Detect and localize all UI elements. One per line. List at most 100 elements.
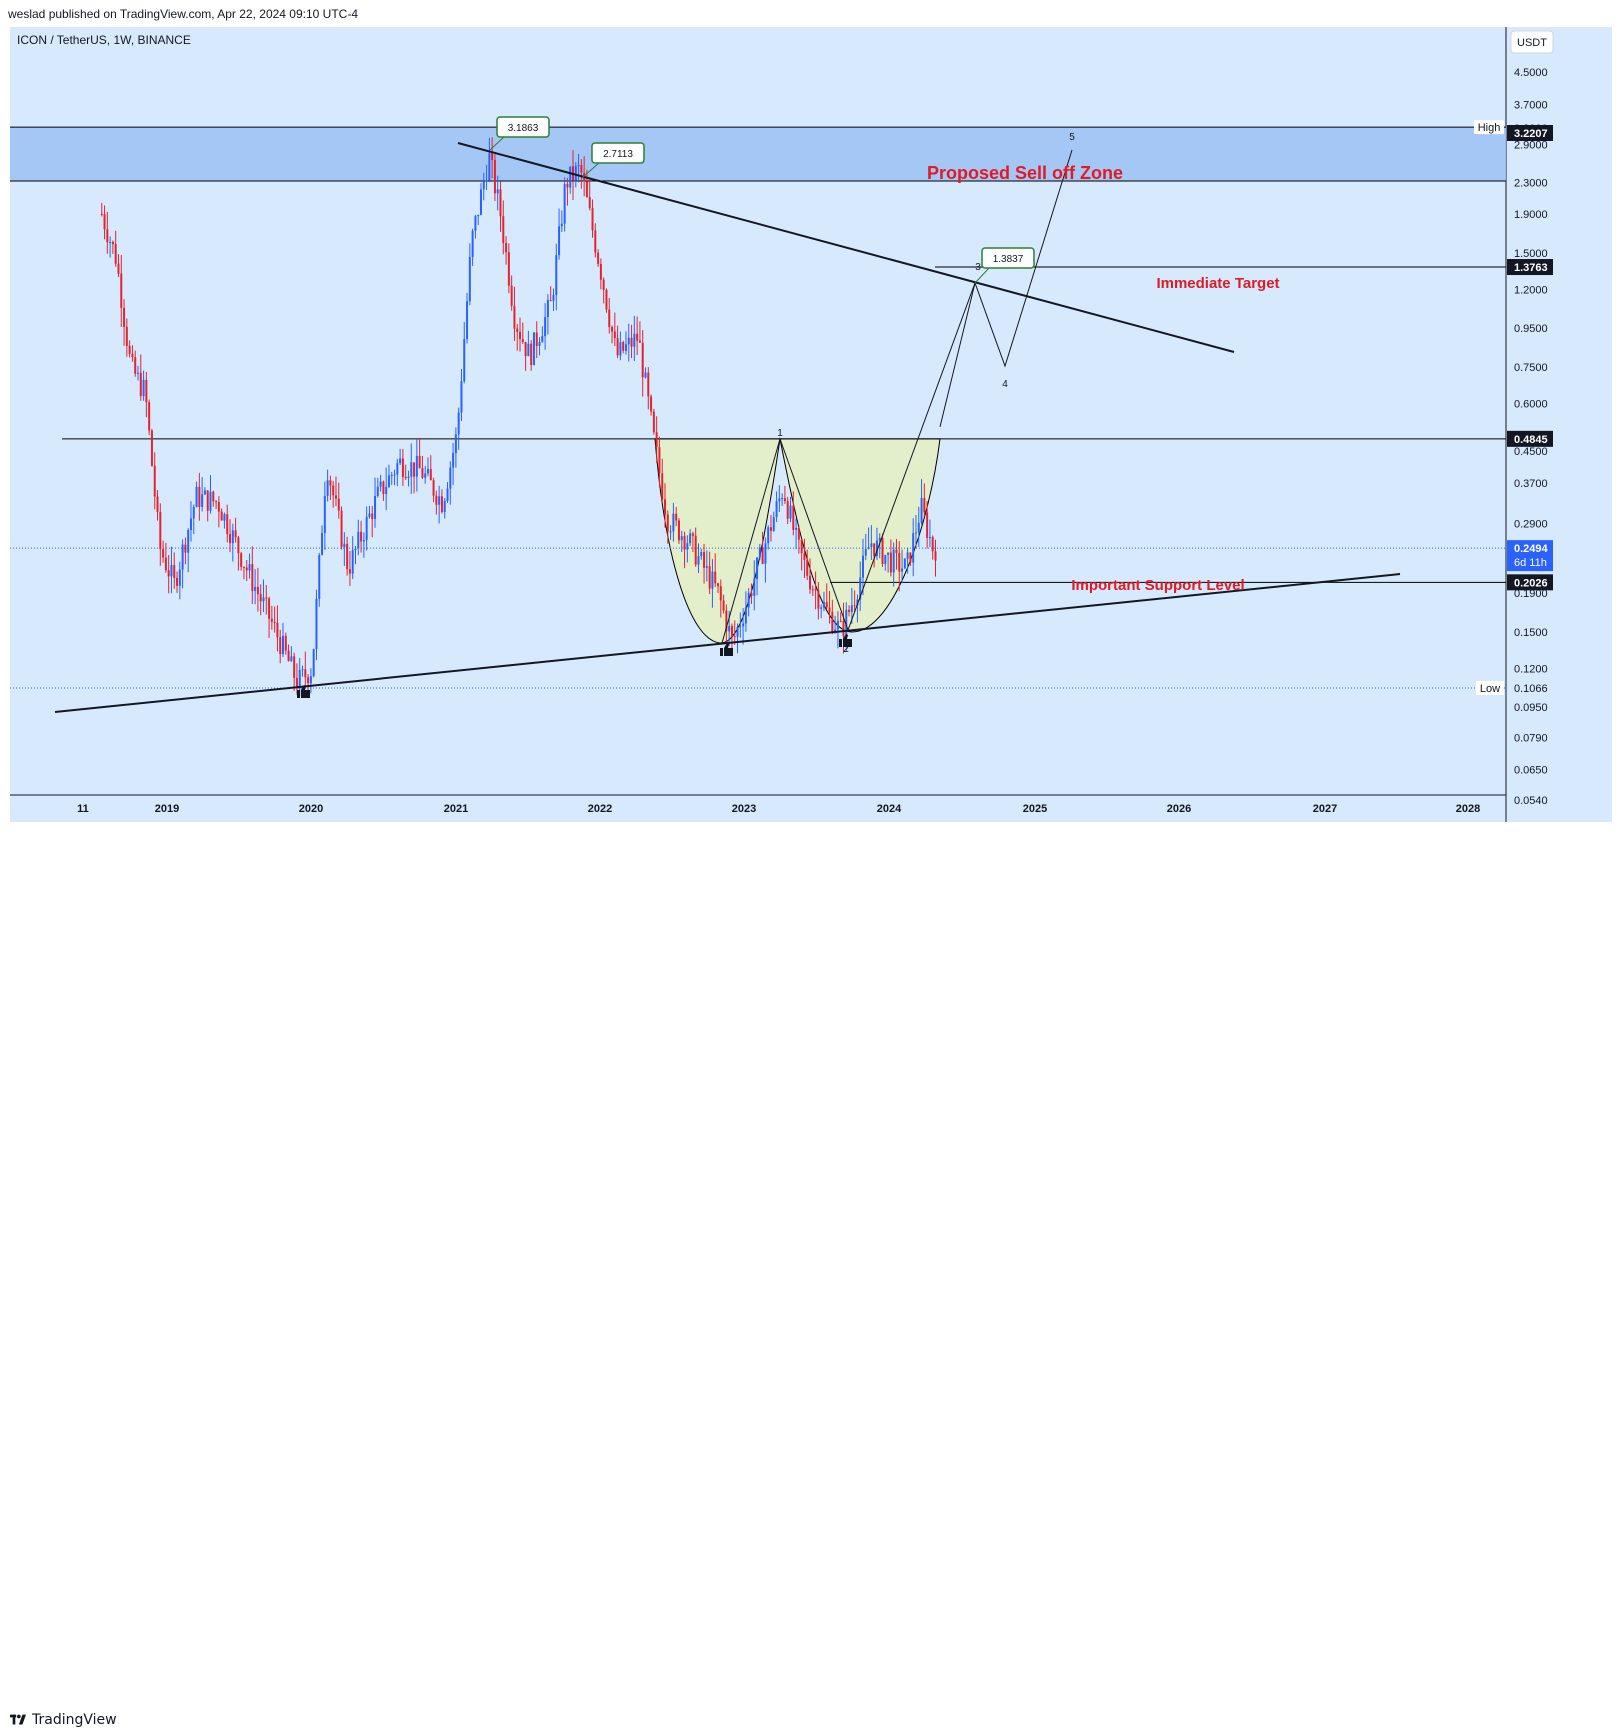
candle-body	[555, 255, 558, 295]
ascending-trendline[interactable]	[54, 573, 1401, 713]
candle-body	[189, 518, 192, 531]
candle-body	[931, 537, 934, 552]
peak-label-box[interactable]	[496, 116, 550, 138]
candle-body	[580, 165, 583, 173]
candle-body	[711, 571, 714, 589]
x-tick-label: 2025	[1023, 803, 1047, 815]
candle-body	[507, 252, 510, 286]
candle-body	[376, 486, 379, 496]
candle-body	[524, 342, 527, 357]
candle-body	[245, 567, 248, 571]
candle-body	[870, 543, 873, 547]
candle-body	[382, 481, 385, 495]
price-chart[interactable]: Proposed Sell off Zone Immediate Target Im…	[0, 0, 1621, 852]
candle-body	[563, 184, 566, 224]
x-tick-label: 2021	[444, 803, 468, 815]
candle-body	[329, 480, 332, 486]
candle-body	[549, 300, 552, 302]
candle-body	[697, 556, 700, 565]
candle-body	[677, 520, 680, 541]
candle-body	[109, 241, 112, 243]
support-price-badge: 0.2026	[1514, 577, 1548, 589]
candle-body	[164, 557, 167, 571]
candle-body	[909, 552, 912, 563]
candle-body	[652, 411, 655, 433]
candle-body	[611, 327, 614, 332]
x-axis[interactable]: 11 2019 2020 2021 2022 2023 2024 2025 2026 2027 20…	[77, 803, 1480, 815]
wave-label-1: 1	[777, 428, 783, 439]
x-tick-label: 2022	[588, 803, 612, 815]
y-tick-label: 1.5000	[1514, 248, 1548, 260]
candle-body	[728, 626, 731, 632]
wave-label-5: 5	[1069, 132, 1075, 143]
bar-countdown: 6d 11h	[1514, 557, 1547, 569]
candle-body	[714, 571, 717, 584]
candle-body	[569, 166, 572, 188]
candle-body	[240, 553, 243, 567]
peak-pointer	[974, 266, 991, 284]
elliott-projection-path[interactable]	[721, 149, 1073, 644]
currency-box[interactable]	[1510, 30, 1554, 54]
candle-body	[229, 534, 232, 544]
candle-body	[424, 473, 427, 478]
projection-leg[interactable]	[939, 282, 976, 427]
candle-body	[619, 342, 622, 356]
peak-label-box[interactable]	[981, 247, 1035, 269]
candle-body	[307, 677, 310, 684]
candle-body	[516, 328, 519, 332]
low-label-box	[1476, 681, 1504, 695]
tradingview-brand[interactable]: TradingView	[10, 1712, 117, 1728]
candle-body	[887, 552, 890, 555]
candle-body	[513, 306, 516, 329]
candle-body	[446, 488, 449, 501]
candle-body	[624, 344, 627, 351]
candle-body	[638, 340, 641, 343]
x-tick-label: 2019	[155, 803, 179, 815]
chart-title: ICON / TetherUS, 1W, BINANCE	[17, 33, 191, 47]
candle-body	[934, 551, 937, 561]
candle-body	[293, 656, 296, 678]
candle-body	[594, 230, 597, 253]
candle-body	[491, 153, 494, 160]
candle-body	[150, 430, 153, 466]
candle-body	[368, 513, 371, 517]
candle-body	[602, 279, 605, 290]
sell-zone-label: Proposed Sell off Zone	[927, 163, 1123, 183]
candle-body	[351, 550, 354, 574]
x-tick-label: 2028	[1456, 803, 1480, 815]
wave-label-4: 4	[1002, 379, 1008, 390]
candle-body	[867, 546, 870, 550]
x-tick-label: 2023	[732, 803, 756, 815]
candle-body	[705, 566, 708, 568]
candle-body	[362, 540, 365, 542]
sell-zone-rect[interactable]	[10, 127, 1506, 181]
candle-body	[800, 539, 803, 554]
candle-body	[825, 601, 828, 608]
candle-body	[647, 372, 650, 397]
candle-body	[789, 505, 792, 519]
candle-body	[156, 496, 159, 512]
descending-trendline[interactable]	[457, 142, 1235, 353]
candle-body	[415, 455, 418, 477]
peak-label-box[interactable]	[591, 142, 645, 164]
candle-body	[599, 263, 602, 280]
candle-body	[468, 256, 471, 302]
high-price-badge: 3.2207	[1514, 128, 1548, 140]
candle-body	[895, 549, 898, 553]
thumbs-up-icon	[720, 643, 733, 656]
candle-body	[162, 549, 165, 558]
candle-body	[332, 485, 335, 496]
candle-body	[535, 332, 538, 347]
candle-body	[848, 609, 851, 612]
y-tick-label: 1.2000	[1514, 285, 1548, 297]
candle-body	[457, 412, 460, 435]
candle-body	[493, 159, 496, 194]
candle-body	[477, 214, 480, 217]
candle-body	[878, 537, 881, 541]
high-price-badge-box	[1507, 125, 1553, 141]
candle-body	[505, 242, 508, 253]
candle-body	[173, 565, 176, 578]
candle-body	[142, 379, 145, 397]
candle-body	[321, 533, 324, 555]
candle-body	[703, 552, 706, 568]
